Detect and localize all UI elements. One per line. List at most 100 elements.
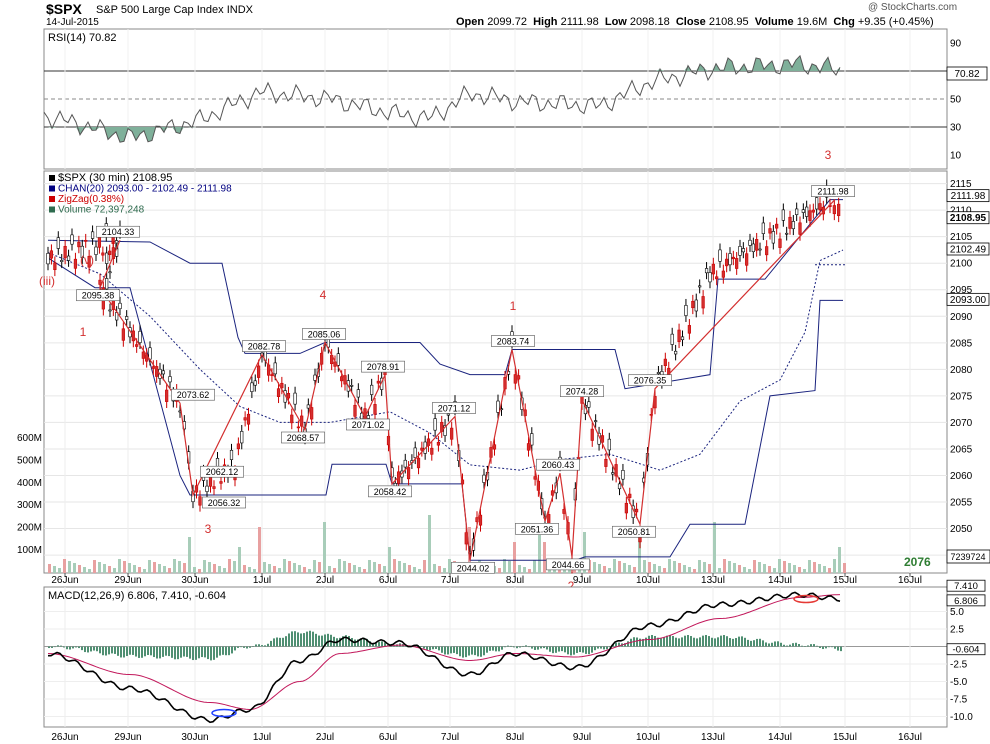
macd-histogram-bar — [348, 635, 350, 647]
candle-body — [791, 221, 795, 230]
price-point-box — [202, 496, 246, 509]
volume-bar — [188, 537, 191, 573]
candle-body — [837, 203, 841, 217]
candle-body — [694, 299, 698, 312]
macd-histogram-bar — [723, 635, 725, 647]
volume-bar — [408, 565, 411, 573]
macd-tick-label: 2.5 — [950, 625, 964, 636]
price-point-box — [281, 431, 325, 444]
macd-histogram-bar — [51, 646, 53, 648]
legend-swatch — [49, 185, 55, 192]
macd-histogram-bar — [585, 646, 587, 654]
price-point-box — [346, 418, 390, 431]
candle-body — [798, 222, 802, 235]
macd-histogram-bar — [93, 646, 95, 651]
volume-bar — [613, 559, 616, 573]
volume-bar — [428, 515, 431, 573]
price-tick-label: 2080 — [950, 365, 973, 376]
rsi-current-box — [946, 66, 988, 81]
macd-histogram-bar — [822, 646, 824, 650]
candle-body — [413, 447, 417, 458]
volume-bar — [293, 563, 296, 573]
price-point-label: 2050.81 — [618, 527, 651, 537]
macd-histogram-bar — [804, 646, 806, 647]
macd-histogram-bar — [477, 646, 479, 657]
x-label-mid: 16Jul — [898, 575, 922, 586]
volume-bar — [208, 562, 211, 573]
macd-histogram-bar — [729, 638, 731, 647]
candle-body — [677, 329, 681, 342]
volume-bar — [688, 567, 691, 573]
candle-body — [526, 443, 531, 451]
volume-bar — [583, 532, 586, 573]
volume-bar — [533, 560, 536, 573]
candle-body — [90, 231, 95, 239]
candle-body — [755, 239, 759, 251]
candle-body — [240, 431, 244, 444]
macd-histogram-bar — [429, 646, 431, 651]
volume-bar — [723, 559, 726, 573]
macd-histogram-bar — [702, 635, 704, 647]
macd-right-label: -0.604 — [953, 645, 980, 656]
channel-mid-line — [47, 249, 844, 471]
x-label-mid: 1Jul — [253, 575, 271, 586]
volume-bar — [203, 560, 206, 573]
volume-bar — [498, 568, 501, 573]
x-label-bottom: 7Jul — [441, 732, 459, 743]
symbol-name: S&P 500 Large Cap Index INDX — [96, 4, 253, 16]
candle-body — [70, 234, 74, 245]
candle-body — [674, 350, 678, 355]
macd-histogram-bar — [576, 646, 578, 653]
volume-bar — [653, 564, 656, 573]
price-point-label: 2104.33 — [102, 227, 135, 237]
candle-body — [416, 457, 421, 469]
candle-body — [60, 260, 64, 263]
macd-right-label: 7.410 — [954, 581, 978, 592]
volume-bar — [738, 565, 741, 573]
candle-body — [49, 250, 54, 259]
candle-body — [141, 351, 145, 359]
price-point-box — [811, 185, 855, 197]
macd-histogram-bar — [759, 638, 761, 647]
volume-bar — [518, 565, 521, 573]
macd-histogram-bar — [495, 646, 497, 652]
candle-body — [684, 305, 688, 316]
macd-histogram-bar — [828, 646, 830, 648]
volume-label: Volume — [754, 16, 794, 28]
macd-histogram-bar — [159, 646, 161, 659]
volume-bar — [338, 559, 341, 573]
price-point-label: 2078.91 — [367, 362, 400, 372]
volume-right-box — [946, 549, 990, 564]
price-point-label: 2068.57 — [287, 433, 320, 443]
macd-histogram-bar — [228, 646, 230, 656]
macd-histogram-bar — [327, 633, 329, 647]
candle-body — [313, 374, 317, 381]
volume-bar — [348, 563, 351, 573]
macd-histogram-bar — [96, 646, 98, 652]
macd-histogram-bar — [363, 637, 365, 647]
macd-histogram-bar — [552, 646, 554, 654]
candle-body — [728, 253, 732, 266]
volume-bar — [48, 564, 51, 573]
macd-histogram-bar — [432, 646, 434, 650]
macd-histogram-bar — [102, 646, 104, 656]
candle-body — [450, 427, 454, 440]
candle-body — [785, 232, 789, 235]
price-point-label: 2095.38 — [82, 291, 115, 301]
candle-body — [296, 426, 300, 429]
macd-histogram-bar — [366, 638, 368, 647]
volume-bar — [543, 542, 546, 573]
volume-bar — [63, 559, 66, 573]
rsi-line — [43, 54, 841, 143]
price-point-box — [171, 388, 215, 401]
volume-bar — [823, 566, 826, 573]
high-label: High — [533, 16, 558, 28]
macd-histogram-bar — [699, 637, 701, 647]
macd-histogram-bar — [135, 646, 137, 657]
candle-body — [108, 250, 112, 255]
chg-label: Chg — [833, 16, 855, 28]
macd-histogram-bar — [540, 646, 542, 649]
macd-histogram-bar — [624, 643, 626, 647]
volume-bar — [168, 568, 171, 573]
macd-histogram-bar — [168, 646, 170, 657]
